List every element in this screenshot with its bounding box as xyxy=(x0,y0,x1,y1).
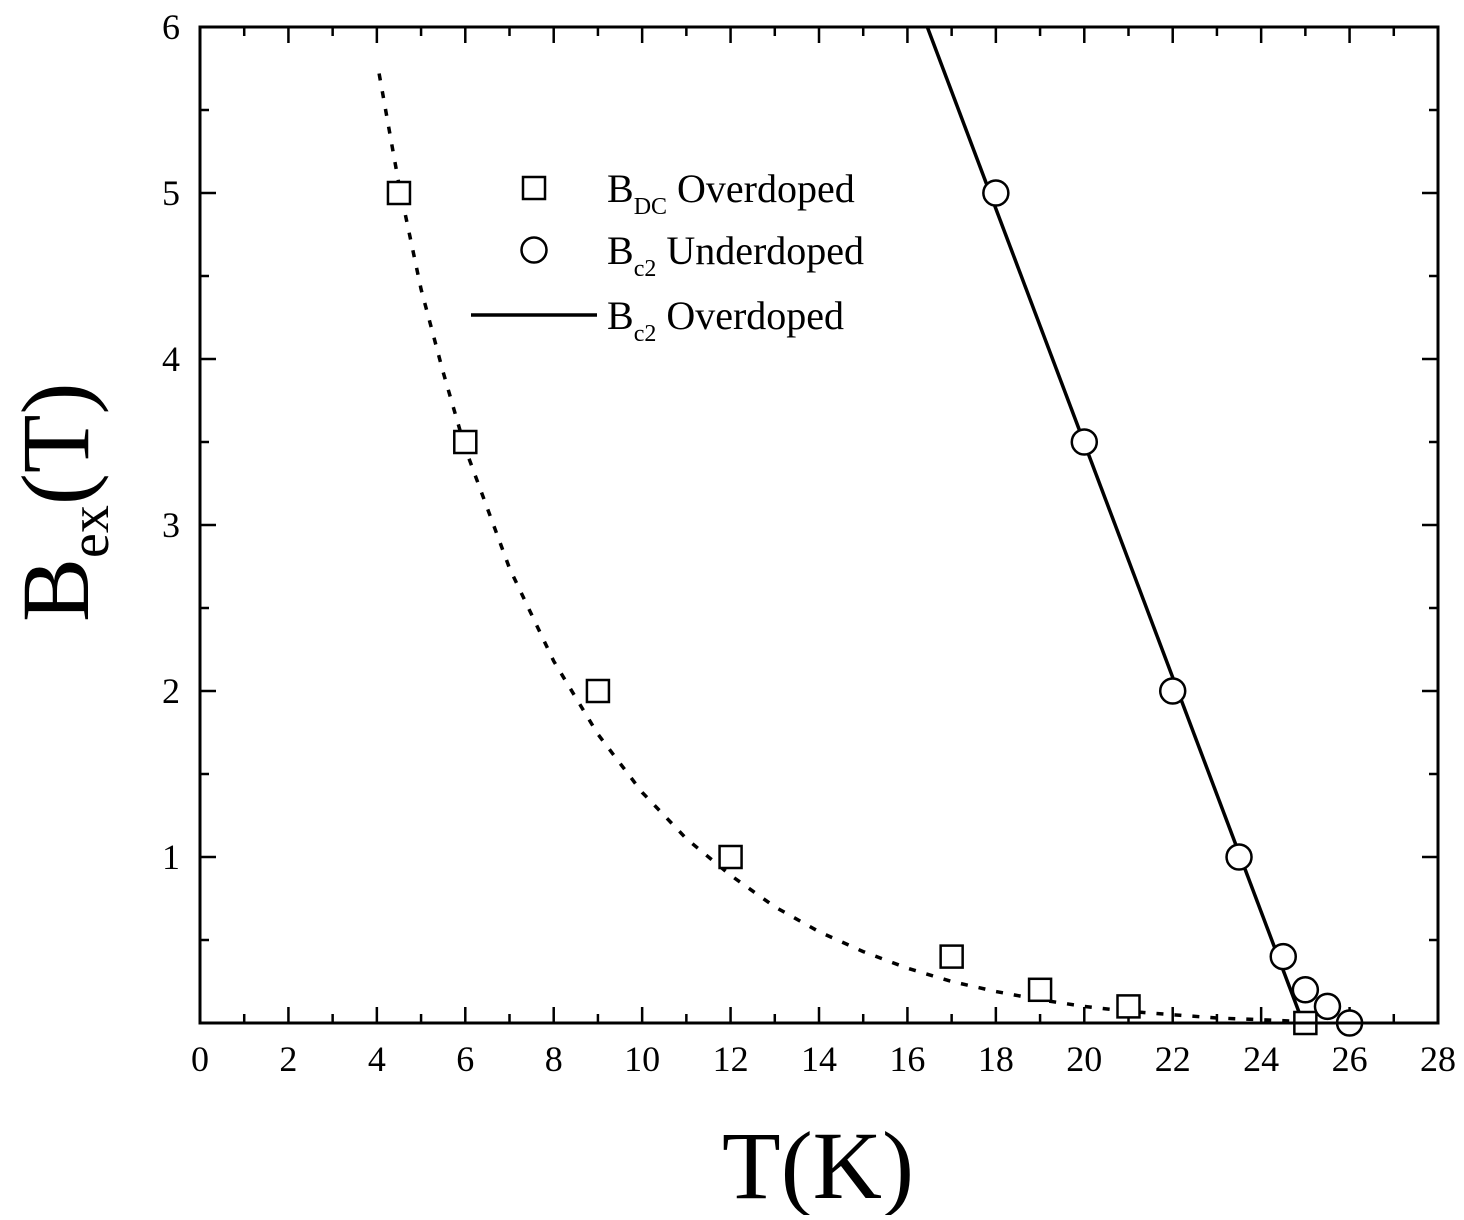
y-tick-label: 2 xyxy=(162,671,180,711)
x-tick-label: 0 xyxy=(191,1039,209,1079)
legend-label-base: B xyxy=(607,293,634,338)
bdc-overdoped-point xyxy=(453,429,478,455)
y-axis-title-base: B xyxy=(2,558,109,622)
y-tick-label: 4 xyxy=(162,339,180,379)
legend-label-sub: c2 xyxy=(634,256,657,282)
legend-square-symbol xyxy=(521,175,547,201)
legend-label: BDC Overdoped xyxy=(607,166,855,220)
dotted-fit-curve xyxy=(377,73,1297,1024)
legend-label-sub: c2 xyxy=(634,321,657,347)
y-axis-title-sub: ex xyxy=(59,505,121,558)
bc2-underdoped-point xyxy=(982,179,1010,207)
x-tick-label: 26 xyxy=(1332,1039,1368,1079)
bc2-overdoped-line xyxy=(925,26,1305,1024)
legend-circle-symbol xyxy=(520,236,548,264)
x-tick-label: 2 xyxy=(279,1039,297,1079)
x-tick-label: 12 xyxy=(713,1039,749,1079)
x-tick-label: 20 xyxy=(1066,1039,1102,1079)
x-tick-label: 16 xyxy=(889,1039,925,1079)
x-tick-label: 18 xyxy=(978,1039,1014,1079)
x-tick-label: 4 xyxy=(368,1039,386,1079)
y-axis-title-rest: (T) xyxy=(2,383,109,506)
bdc-overdoped-point xyxy=(585,678,611,704)
bc2-underdoped-point xyxy=(1225,843,1253,871)
bdc-overdoped-point xyxy=(718,844,743,870)
x-tick-label: 24 xyxy=(1243,1039,1279,1079)
x-tick-label: 14 xyxy=(801,1039,837,1079)
bc2-underdoped-point xyxy=(1269,942,1297,971)
y-tick-label: 1 xyxy=(162,837,180,877)
bdc-overdoped-point xyxy=(1027,977,1053,1003)
legend-label-rest: Overdoped xyxy=(656,293,844,338)
y-axis-title: Bex(T) xyxy=(2,383,121,622)
bc2-underdoped-point xyxy=(1070,428,1099,456)
bdc-overdoped-point xyxy=(1116,994,1141,1019)
legend-label-sub: DC xyxy=(634,194,667,220)
y-tick-label: 3 xyxy=(162,505,180,545)
x-tick-label: 10 xyxy=(624,1039,660,1079)
x-tick-label: 8 xyxy=(545,1039,563,1079)
legend-label-rest: Underdoped xyxy=(656,228,864,273)
x-tick-label: 22 xyxy=(1155,1039,1191,1079)
y-tick-label: 6 xyxy=(162,7,180,47)
bc2-underdoped-point xyxy=(1158,677,1187,705)
legend-label: Bc2 Underdoped xyxy=(607,228,864,282)
legend-label: Bc2 Overdoped xyxy=(607,293,844,347)
legend-label-base: B xyxy=(607,228,634,273)
x-axis-title: T(K) xyxy=(722,1112,914,1215)
y-tick-label: 5 xyxy=(162,173,180,213)
markers-layer xyxy=(386,179,1364,1037)
bdc-overdoped-point xyxy=(386,180,412,206)
legend-label-base: B xyxy=(607,166,634,211)
bc2-underdoped-point xyxy=(1313,992,1342,1021)
legend-label-rest: Overdoped xyxy=(667,166,855,211)
bc2-underdoped-point xyxy=(1291,976,1320,1004)
x-tick-label: 6 xyxy=(456,1039,474,1079)
plot-frame xyxy=(198,25,1440,1025)
x-tick-label: 28 xyxy=(1420,1039,1456,1079)
bdc-overdoped-point xyxy=(939,944,964,969)
